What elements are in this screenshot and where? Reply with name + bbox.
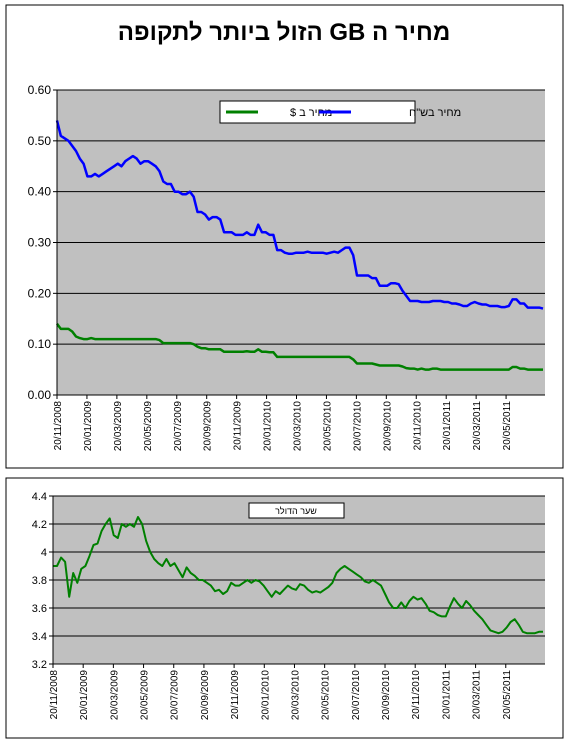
price-x-tick-label: 20/09/2010 xyxy=(382,401,393,451)
rate-legend: שער הדולר xyxy=(248,502,345,519)
price-chart-title: מחיר ה GB הזול ביותר לתקופה xyxy=(118,19,451,46)
price-x-tick-label: 20/07/2010 xyxy=(352,401,363,451)
legend-usd-label: מחיר ב $ xyxy=(290,107,332,119)
rate-y-tick-label: 3.8 xyxy=(32,575,47,587)
price-gridlines xyxy=(57,89,545,345)
legend-ils-label: מחיר בש"ח xyxy=(409,107,461,119)
price-x-tick-label: 20/01/2009 xyxy=(83,401,94,451)
rate-legend-box xyxy=(248,502,345,519)
rate-x-tick-label: 20/11/2010 xyxy=(411,670,422,720)
rate-y-tick-label: 4 xyxy=(41,547,47,559)
rate-x-tick-label: 20/05/2011 xyxy=(502,670,513,720)
rate-x-tick-label: 20/03/2009 xyxy=(109,670,120,720)
price-x-tick-label: 20/11/2010 xyxy=(412,401,423,451)
rate-x-tick-label: 20/01/2010 xyxy=(260,670,271,720)
rate-x-tick-label: 20/09/2009 xyxy=(200,670,211,720)
price-y-tick-label: 0.20 xyxy=(28,286,52,300)
price-y-tick-label: 0.60 xyxy=(28,83,52,97)
price-series-line-0 xyxy=(55,120,544,310)
rate-x-tick-label: 20/09/2010 xyxy=(381,670,392,720)
rate-y-tick-label: 3.6 xyxy=(32,603,47,615)
price-x-tick-label: 20/05/2011 xyxy=(502,401,513,451)
price-x-tick-label: 20/11/2009 xyxy=(233,401,244,451)
rate-x-tick-label: 20/01/2009 xyxy=(79,670,90,720)
rate-x-tick-label: 20/07/2009 xyxy=(170,670,181,720)
rate-y-tick-label: 3.2 xyxy=(32,659,47,671)
rate-y-tick-label: 3.4 xyxy=(32,631,47,643)
rate-x-tick-label: 20/05/2010 xyxy=(321,670,332,720)
price-y-tick-label: 0.00 xyxy=(28,388,52,402)
rate-x-tick-label: 20/05/2009 xyxy=(140,670,151,720)
price-x-tick-label: 20/01/2011 xyxy=(442,401,453,451)
rate-y-axis-ticks: 3.2 3.4 3.6 3.8 4 4.2 4.4 xyxy=(32,491,53,671)
rate-x-tick-label: 20/03/2011 xyxy=(472,670,483,720)
price-y-axis-ticks: 0.00 0.10 0.20 0.30 0.40 0.50 0.60 xyxy=(28,83,57,402)
rate-series-lines xyxy=(53,516,543,635)
rate-x-tick-label: 20/07/2010 xyxy=(351,670,362,720)
price-x-tick-label: 20/03/2009 xyxy=(113,401,124,451)
price-x-tick-label: 20/11/2008 xyxy=(53,401,64,451)
price-y-tick-label: 0.40 xyxy=(28,185,52,199)
rate-series-line-0 xyxy=(53,516,543,635)
rate-y-tick-label: 4.2 xyxy=(32,519,47,531)
price-legend-box xyxy=(219,100,416,124)
price-x-tick-label: 20/09/2009 xyxy=(203,401,214,451)
rate-x-tick-label: 20/11/2009 xyxy=(230,670,241,720)
price-x-axis-ticks: 20/11/2008 20/01/2009 20/03/2009 20/05/2009… xyxy=(53,395,513,451)
price-x-tick-label: 20/05/2009 xyxy=(143,401,154,451)
price-x-tick-label: 20/03/2011 xyxy=(472,401,483,451)
rate-legend-label: שער הדולר xyxy=(275,506,317,516)
rate-x-axis-ticks: 20/11/2008 20/01/2009 20/03/2009 20/05/2009… xyxy=(49,664,513,720)
price-legend: מחיר ב $ מחיר בש"ח xyxy=(219,100,461,124)
price-x-tick-label: 20/05/2010 xyxy=(322,401,333,451)
price-series-lines xyxy=(55,120,544,371)
rate-y-tick-label: 4.4 xyxy=(32,491,47,503)
rate-x-tick-label: 20/01/2011 xyxy=(441,670,452,720)
price-y-tick-label: 0.30 xyxy=(28,236,52,250)
price-x-tick-label: 20/03/2010 xyxy=(293,401,304,451)
price-series-line-1 xyxy=(55,323,543,371)
price-y-tick-label: 0.50 xyxy=(28,134,52,148)
price-x-tick-label: 20/07/2009 xyxy=(173,401,184,451)
price-y-tick-label: 0.10 xyxy=(28,337,52,351)
price-x-tick-label: 20/01/2010 xyxy=(263,401,274,451)
rate-x-tick-label: 20/03/2010 xyxy=(290,670,301,720)
rate-x-tick-label: 20/11/2008 xyxy=(49,670,60,720)
